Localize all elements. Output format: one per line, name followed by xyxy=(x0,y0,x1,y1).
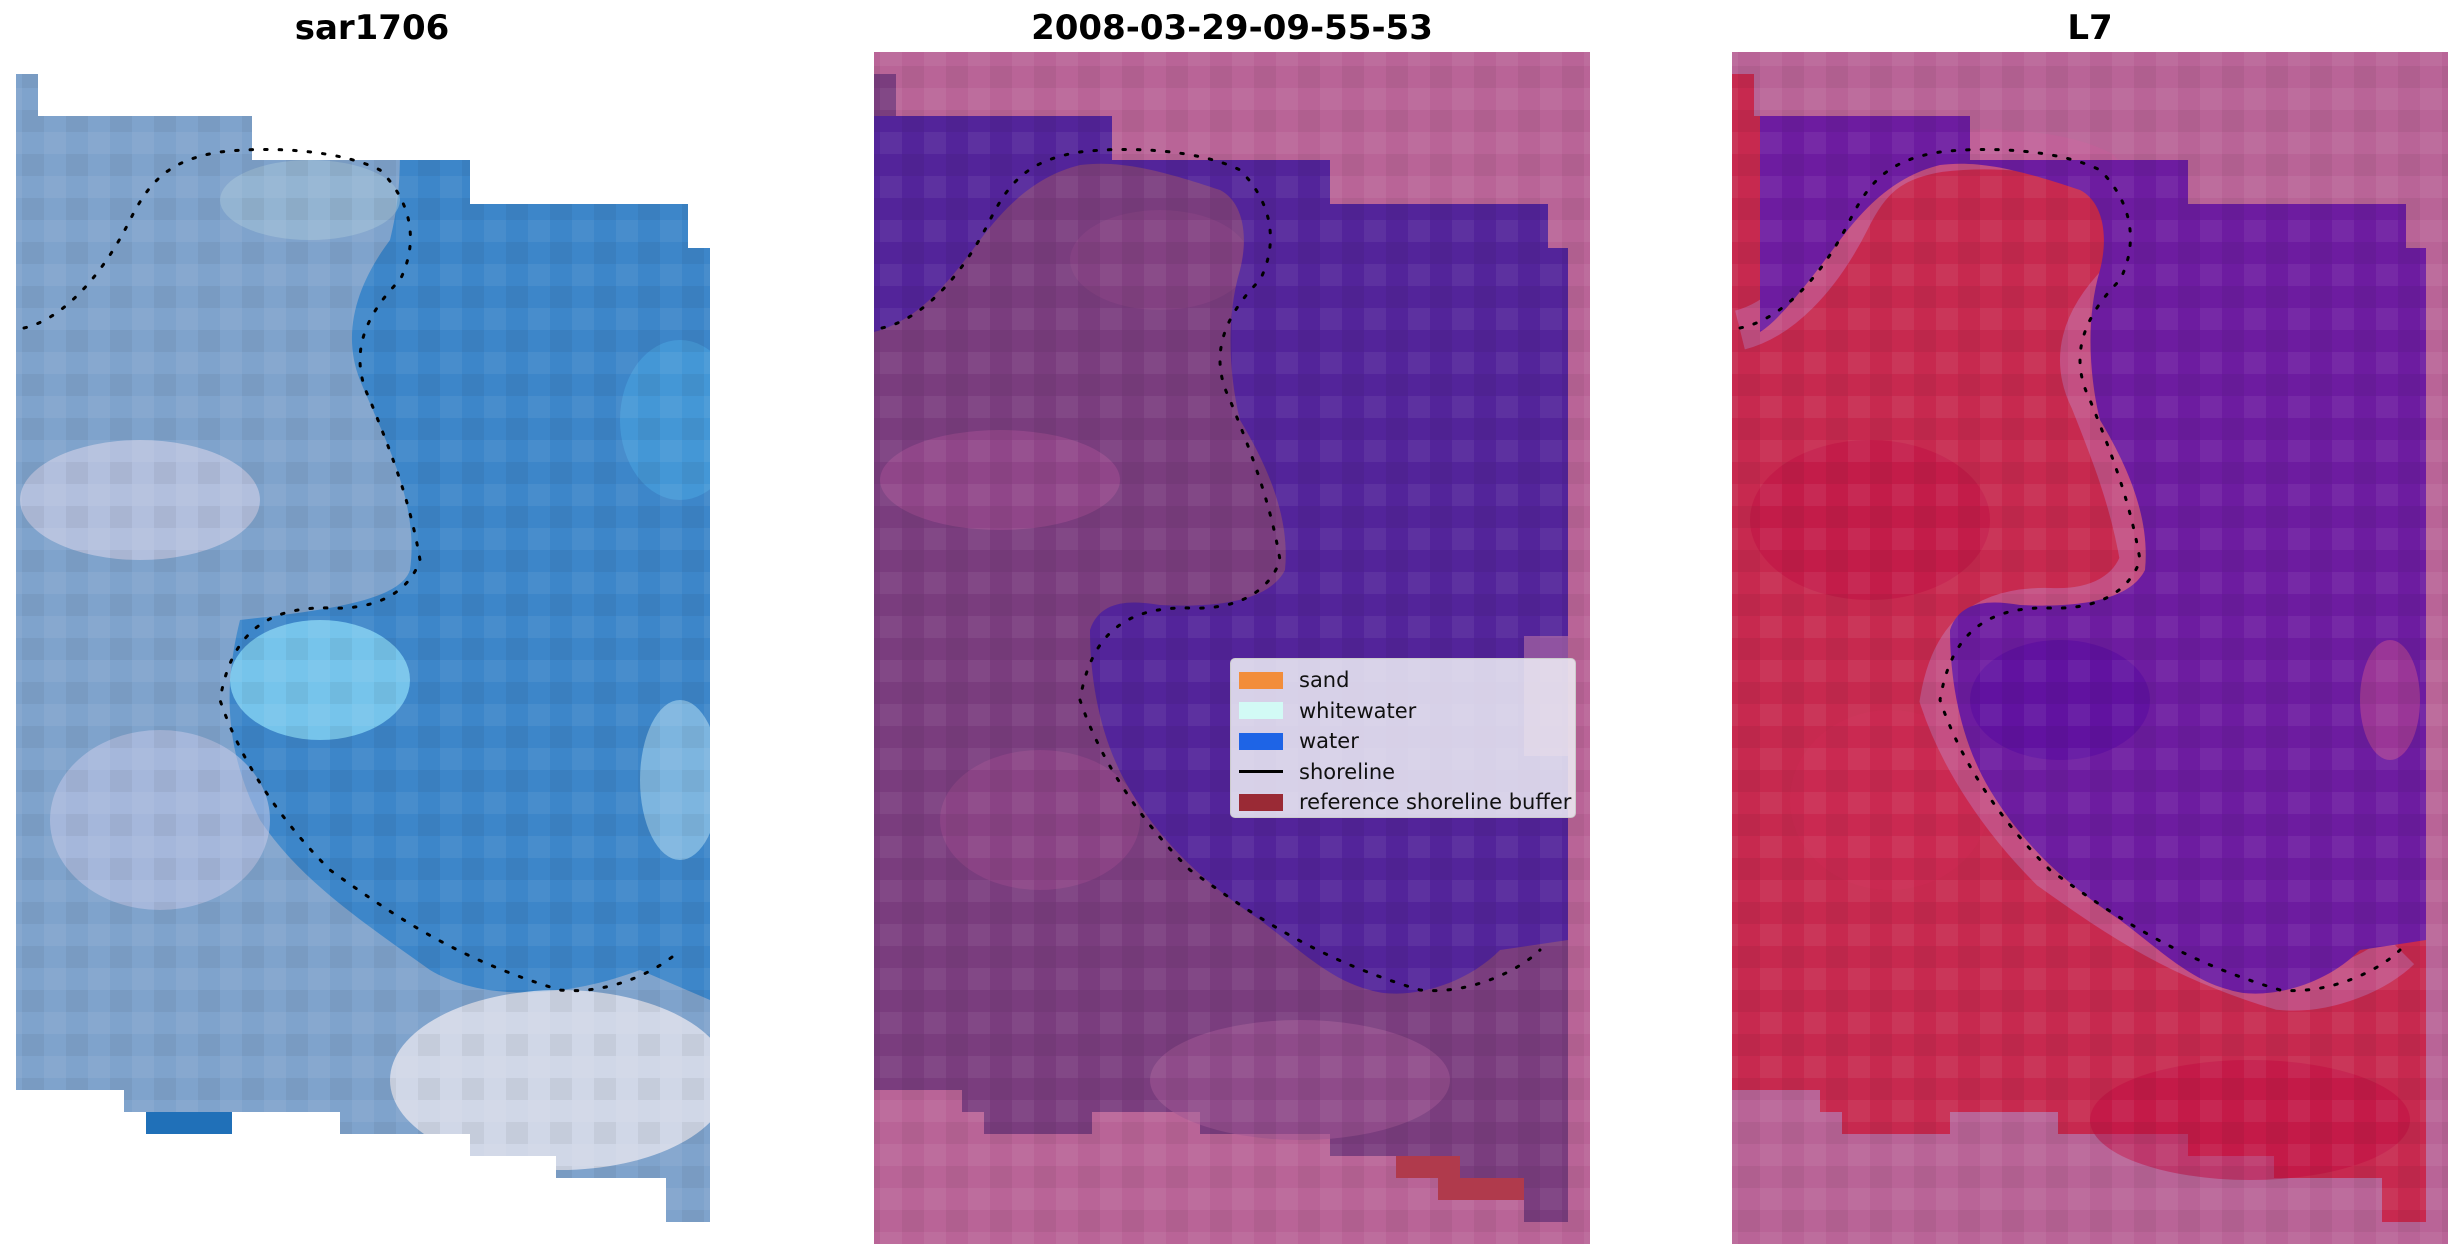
legend-item-shoreline: shoreline xyxy=(1239,757,1567,788)
legend-label-sand: sand xyxy=(1299,668,1350,693)
legend-swatch-reference-buffer xyxy=(1239,793,1283,811)
rgb-image xyxy=(16,74,710,1222)
legend-item-reference-buffer: reference shoreline buffer xyxy=(1239,787,1571,818)
legend-label-reference-buffer: reference shoreline buffer xyxy=(1299,790,1572,815)
panel-title-date: 2008-03-29-09-55-53 xyxy=(1031,8,1433,48)
index-image xyxy=(1732,52,2448,1244)
panel-title-sar1706: sar1706 xyxy=(294,8,450,48)
legend-swatch-whitewater xyxy=(1239,702,1283,720)
legend-swatch-water xyxy=(1239,732,1283,750)
legend-item-sand: sand xyxy=(1239,665,1567,696)
legend-line-shoreline xyxy=(1239,770,1283,774)
legend-label-whitewater: whitewater xyxy=(1299,698,1417,723)
legend-label-water: water xyxy=(1299,729,1359,754)
legend-label-shoreline: shoreline xyxy=(1299,759,1396,784)
panel-title-l7: L7 xyxy=(2067,8,2113,48)
legend: sand whitewater water shoreline referenc… xyxy=(1230,658,1576,818)
classified-image xyxy=(874,52,1590,1244)
legend-item-whitewater: whitewater xyxy=(1239,696,1567,727)
legend-item-water: water xyxy=(1239,726,1567,757)
legend-swatch-sand xyxy=(1239,671,1283,689)
